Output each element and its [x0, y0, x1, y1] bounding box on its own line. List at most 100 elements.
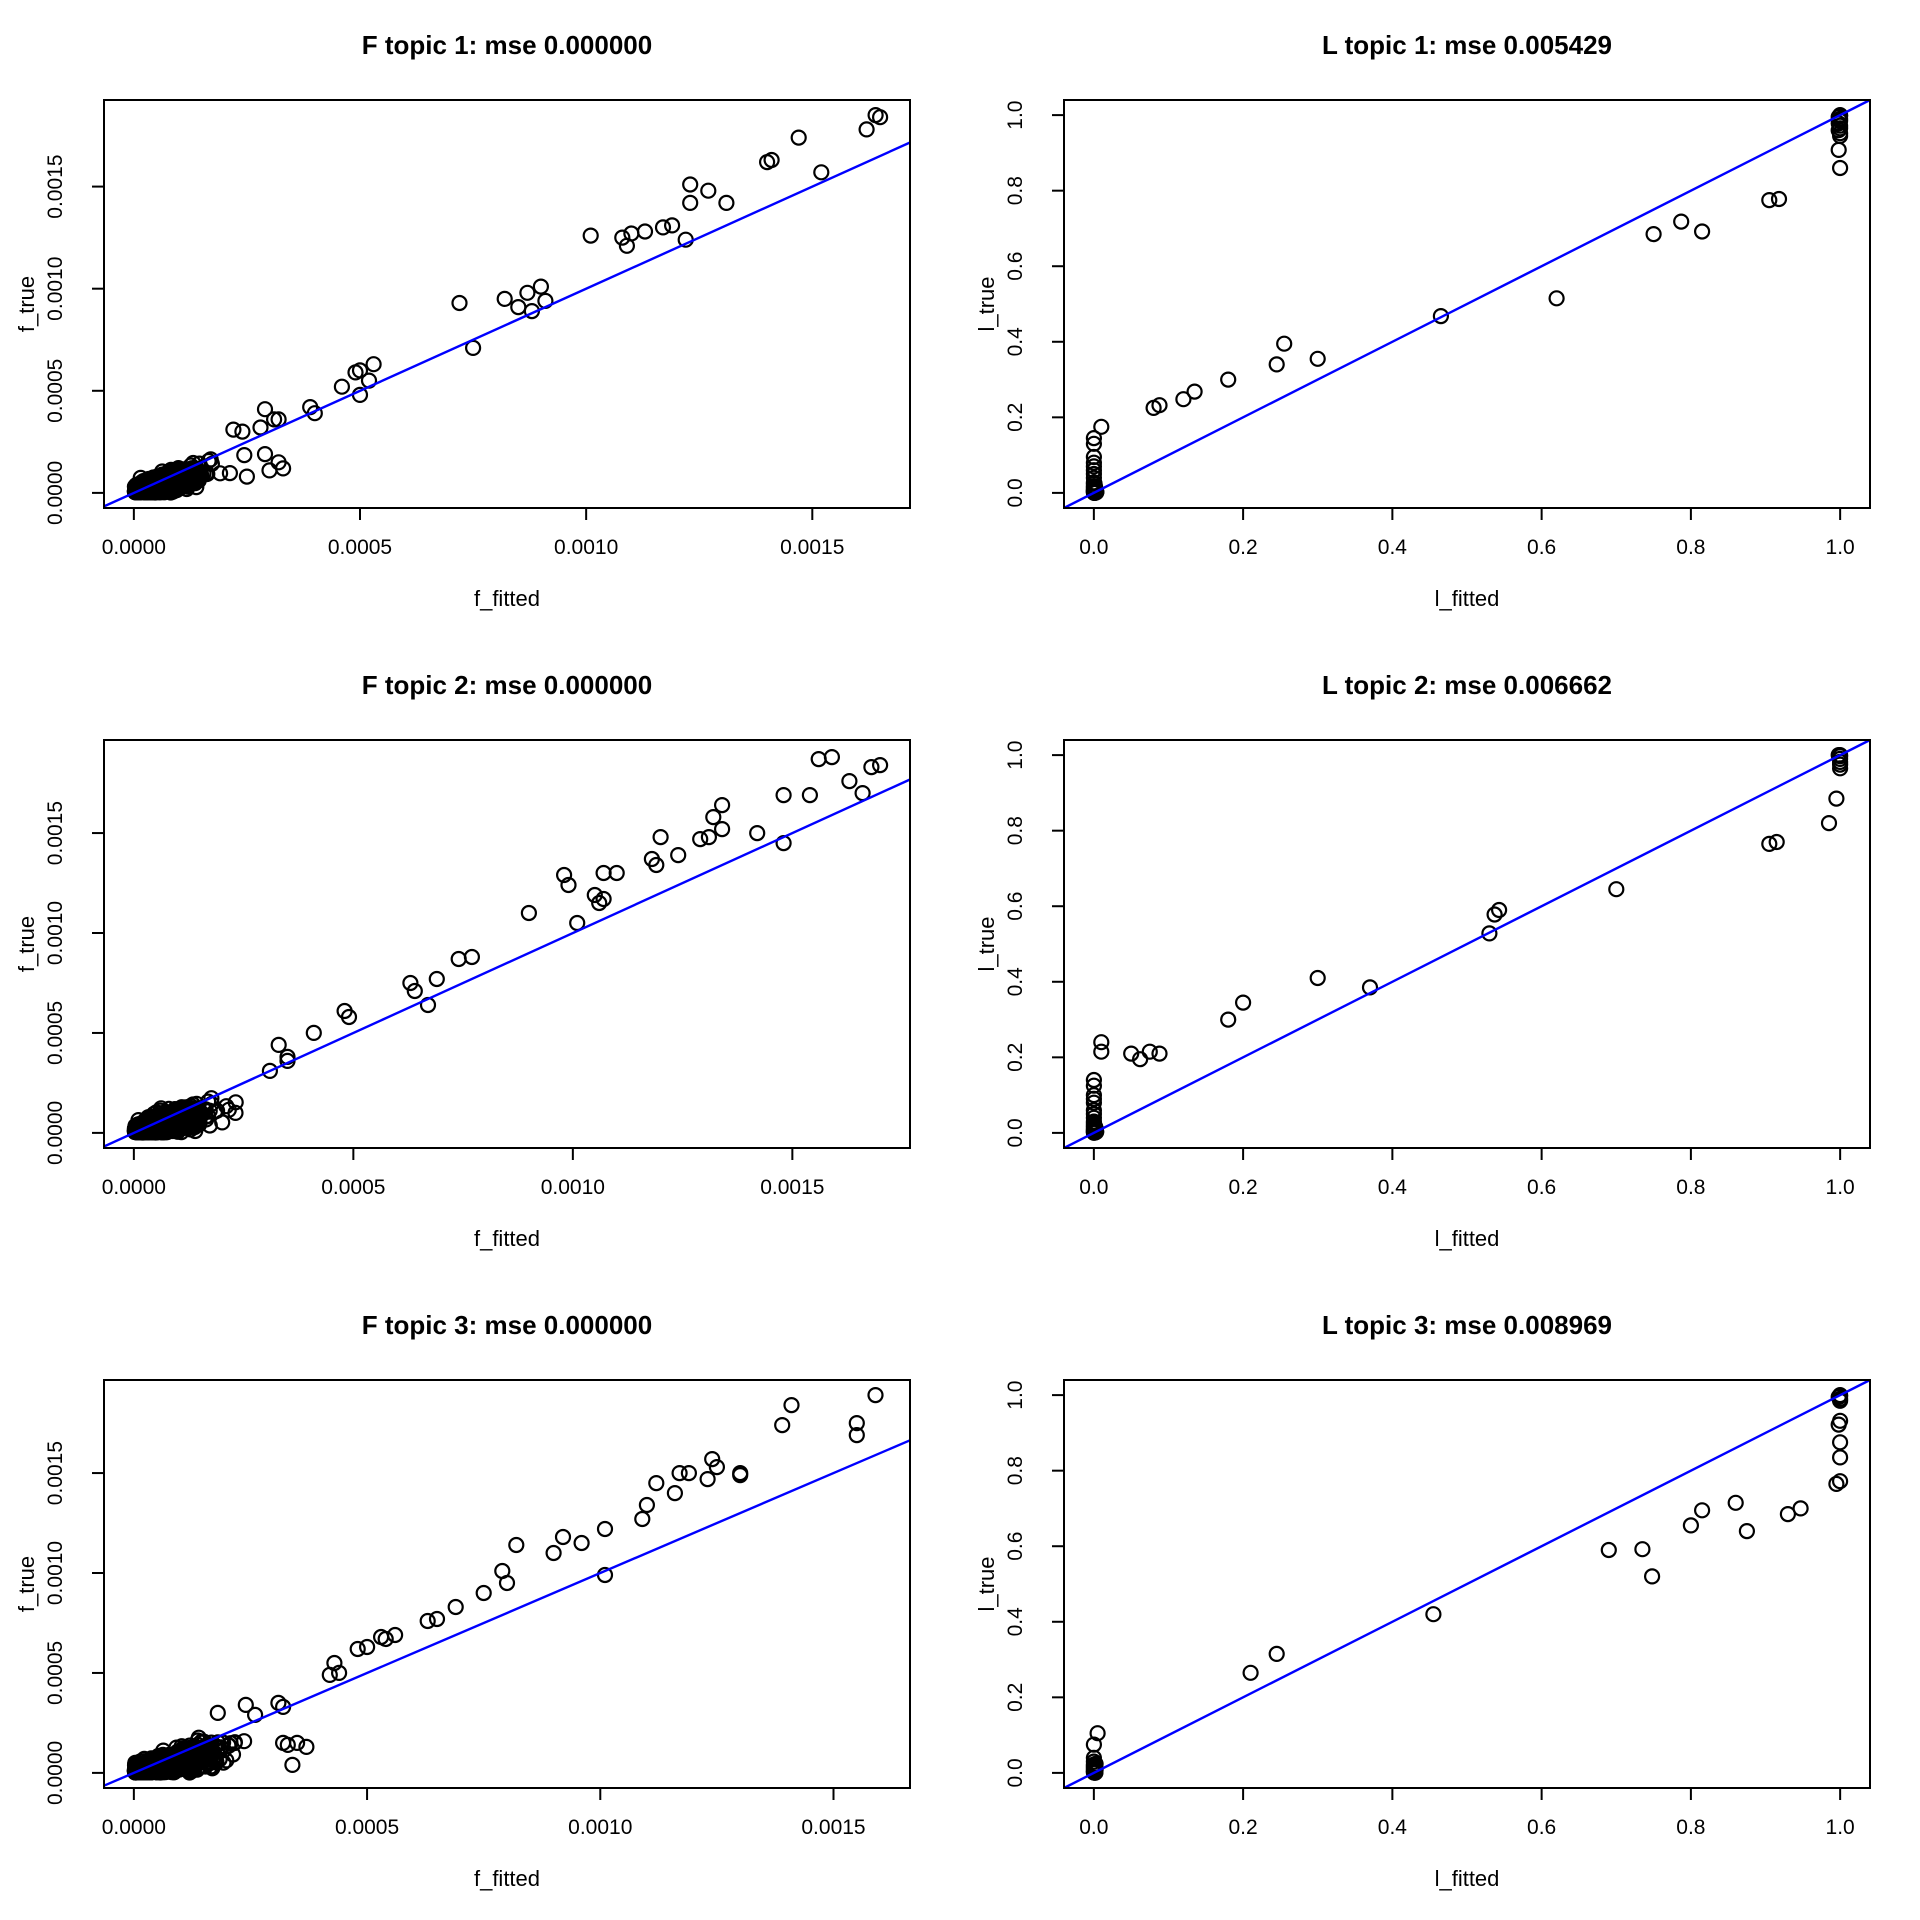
- data-point: [692, 831, 709, 848]
- y-tick-label: 0.0010: [44, 1541, 67, 1605]
- data-point: [279, 1736, 296, 1753]
- data-point: [225, 421, 242, 438]
- y-axis: 0.0 0.2 0.4 0.6 0.8 1.0: [1004, 100, 1064, 508]
- data-point: [167, 1106, 184, 1123]
- data-point: [1831, 159, 1849, 177]
- data-point: [591, 894, 608, 912]
- y-tick-label: 0.2: [1004, 1683, 1027, 1712]
- plot-cell-f-topic-2: 0.0000 0.0005 0.0010 0.0015 0.0000 0.0005 0.00…: [0, 640, 960, 1280]
- data-point: [261, 462, 278, 479]
- y-tick-label: 0.0015: [44, 1441, 67, 1505]
- identity-line: [1063, 738, 1871, 1150]
- data-point: [1141, 1043, 1158, 1060]
- plot-title: L topic 2: mse 0.006662: [1321, 670, 1612, 700]
- data-point: [208, 1752, 225, 1769]
- y-tick-label: 0.2: [1004, 1043, 1027, 1072]
- data-point: [1186, 383, 1203, 400]
- data-point: [1830, 746, 1847, 764]
- data-point: [127, 1123, 144, 1140]
- data-point: [185, 1114, 202, 1131]
- data-point: [406, 982, 423, 1000]
- data-point: [1820, 815, 1838, 832]
- data-point: [708, 1459, 726, 1476]
- data-point: [209, 1704, 226, 1721]
- data-point: [1309, 350, 1326, 367]
- plot-cell-f-topic-1: 0.0000 0.0005 0.0010 0.0015 0.0000 0.0005 0.00…: [0, 0, 960, 640]
- x-tick-label: 0.2: [1229, 536, 1258, 559]
- data-point: [1761, 835, 1778, 852]
- data-point: [419, 1612, 436, 1630]
- y-axis: 0.0000 0.0005 0.0010 0.0015: [44, 154, 104, 525]
- data-point: [1151, 397, 1168, 414]
- x-axis: 0.0000 0.0005 0.0010 0.0015: [102, 1148, 824, 1199]
- x-tick-label: 0.6: [1527, 1816, 1556, 1839]
- x-tick-label: 0.4: [1378, 1176, 1408, 1199]
- data-point: [1830, 141, 1847, 158]
- data-point: [351, 362, 369, 379]
- data-point: [1220, 1011, 1237, 1028]
- y-tick-label: 0.0005: [44, 1641, 67, 1705]
- data-point: [237, 1696, 254, 1713]
- x-tick-label: 0.0: [1079, 1816, 1108, 1839]
- plot-cell-f-topic-3: 0.0000 0.0005 0.0010 0.0015 0.0000 0.0005 0.00…: [0, 1280, 960, 1920]
- x-axis-label: f_fitted: [473, 1866, 541, 1891]
- plot-title: F topic 2: mse 0.000000: [361, 670, 653, 700]
- x-tick-label: 0.8: [1676, 536, 1705, 559]
- plot-box: [103, 739, 911, 1149]
- data-point: [810, 750, 827, 768]
- data-point: [1425, 1606, 1442, 1623]
- data-point: [732, 1467, 749, 1484]
- data-point: [1768, 833, 1785, 851]
- y-tick-label: 1.0: [1004, 740, 1027, 769]
- data-point: [532, 278, 550, 295]
- data-point: [206, 1103, 223, 1120]
- data-point: [1770, 190, 1788, 208]
- data-point: [475, 1584, 492, 1602]
- data-point: [520, 904, 538, 922]
- y-tick-label: 0.0000: [44, 1741, 67, 1805]
- data-point: [498, 1574, 516, 1592]
- identity-line: [1063, 1378, 1871, 1790]
- plot-cell-l-topic-2: 0.0 0.2 0.4 0.6 0.8 1.0 0.0 0.2 0.4 0.6 0.8 1.0 L t…: [960, 640, 1920, 1280]
- data-point: [1831, 1387, 1849, 1405]
- plot-cell-l-topic-3: 0.0 0.2 0.4 0.6 0.8 1.0 0.0 0.2 0.4 0.6 0.8 1.0 L t…: [960, 1280, 1920, 1920]
- x-tick-label: 0.0015: [760, 1176, 824, 1199]
- data-point: [554, 1528, 572, 1546]
- identity-line: [1063, 98, 1871, 510]
- data-point: [1600, 1541, 1617, 1559]
- scatter-plot-l-topic-1: 0.0 0.2 0.4 0.6 0.8 1.0 0.0 0.2 0.4 0.6 0.8 1.0: [1004, 98, 1871, 559]
- data-point: [1093, 418, 1110, 435]
- data-point: [1085, 474, 1102, 491]
- x-axis: 0.0 0.2 0.4 0.6 0.8 1.0: [1079, 508, 1855, 559]
- data-point: [1738, 1523, 1756, 1540]
- data-point: [1268, 356, 1285, 373]
- data-point: [863, 758, 880, 776]
- x-tick-label: 1.0: [1826, 1816, 1855, 1839]
- x-tick-label: 0.0015: [801, 1816, 865, 1839]
- x-tick-label: 1.0: [1826, 1176, 1855, 1199]
- data-point: [1643, 1568, 1661, 1585]
- data-point: [841, 773, 858, 790]
- data-point: [1085, 1071, 1102, 1089]
- data-point: [713, 797, 731, 814]
- data-point: [349, 1640, 366, 1658]
- data-point: [519, 284, 536, 301]
- data-point: [1727, 1494, 1744, 1511]
- plot-title: F topic 3: mse 0.000000: [361, 1310, 653, 1340]
- data-points: [1085, 746, 1849, 1141]
- data-point: [1645, 226, 1662, 243]
- data-point: [298, 1738, 315, 1755]
- data-point: [1490, 901, 1508, 919]
- data-point: [858, 121, 875, 138]
- plot-box: [1063, 1379, 1871, 1789]
- data-point: [1693, 223, 1711, 240]
- data-point: [451, 294, 468, 312]
- data-point: [508, 1536, 525, 1554]
- data-points: [126, 106, 889, 501]
- data-point: [663, 217, 681, 234]
- data-point: [1242, 1664, 1259, 1681]
- data-point: [1831, 1412, 1849, 1429]
- data-point: [705, 809, 722, 826]
- data-point: [596, 1520, 614, 1538]
